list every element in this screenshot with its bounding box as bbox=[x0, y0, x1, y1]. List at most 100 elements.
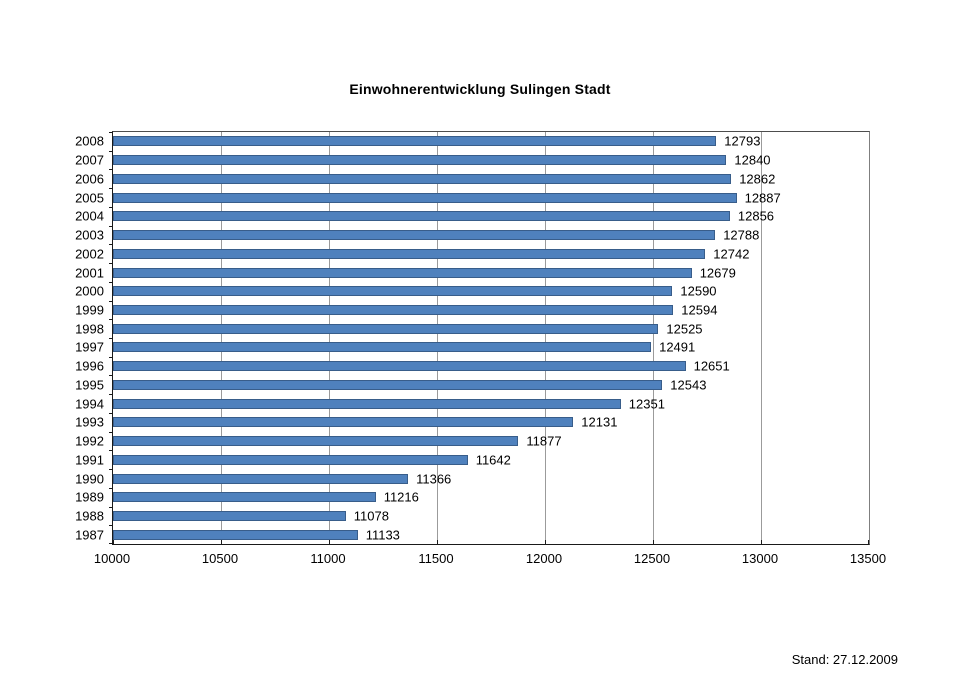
bar bbox=[113, 136, 717, 147]
x-axis-tick-label: 11500 bbox=[418, 551, 454, 566]
y-axis-label: 1998 bbox=[75, 321, 104, 337]
bar bbox=[113, 492, 376, 503]
x-axis-tick bbox=[868, 540, 869, 544]
bar-value-label: 12742 bbox=[713, 246, 750, 262]
bar bbox=[113, 379, 663, 390]
y-axis-label: 2001 bbox=[75, 265, 104, 280]
y-axis-label: 2000 bbox=[75, 283, 104, 299]
plot-area: 12793 2008 12840 2007 12862 2006 12887 2005 1285… bbox=[75, 131, 870, 545]
y-axis-tick bbox=[109, 394, 113, 395]
bar bbox=[113, 454, 468, 465]
y-axis-label: 1987 bbox=[75, 527, 104, 543]
bar-value-label: 11877 bbox=[526, 433, 562, 449]
bar-value-label: 12679 bbox=[699, 265, 736, 280]
bar-value-label: 12491 bbox=[659, 339, 696, 355]
bar-value-label: 12351 bbox=[628, 396, 665, 411]
y-axis-tick bbox=[109, 244, 113, 245]
y-axis-tick bbox=[109, 226, 113, 227]
x-axis-tick-label: 12500 bbox=[633, 551, 671, 566]
x-axis-tick bbox=[113, 540, 114, 544]
y-axis-label: 1999 bbox=[75, 302, 104, 318]
bar-value-label: 11216 bbox=[383, 489, 419, 505]
y-axis-label: 1995 bbox=[75, 377, 104, 393]
y-axis-label: 2007 bbox=[75, 152, 104, 168]
y-axis-tick bbox=[109, 375, 113, 376]
bar-value-label: 11078 bbox=[353, 508, 389, 524]
bar-value-label: 12788 bbox=[723, 227, 760, 243]
y-axis-tick bbox=[109, 132, 113, 133]
bar-value-label: 11133 bbox=[365, 527, 400, 543]
footer-stand: Stand: 27.12.2009 bbox=[791, 652, 898, 667]
bar-value-label: 12525 bbox=[666, 321, 703, 337]
y-axis-label: 1990 bbox=[75, 471, 104, 486]
bar bbox=[113, 267, 692, 278]
x-axis-tick-label: 10000 bbox=[93, 551, 131, 566]
y-axis-label: 1993 bbox=[75, 414, 104, 430]
y-axis-label: 2008 bbox=[75, 133, 104, 149]
gridline bbox=[761, 132, 762, 544]
bar bbox=[113, 230, 716, 240]
y-axis-label: 1992 bbox=[75, 433, 104, 449]
y-axis-tick bbox=[109, 319, 113, 320]
y-axis-label: 1996 bbox=[75, 358, 104, 374]
gridline bbox=[653, 132, 654, 544]
y-axis-label: 1994 bbox=[75, 396, 104, 411]
y-axis-tick bbox=[109, 450, 113, 451]
bar-value-label: 12131 bbox=[581, 414, 618, 430]
y-axis-tick bbox=[109, 413, 113, 414]
y-axis-tick bbox=[109, 207, 113, 208]
bar bbox=[113, 155, 727, 166]
bar-value-label: 11642 bbox=[475, 452, 511, 468]
x-axis-tick-label: 10500 bbox=[201, 551, 239, 566]
y-axis-tick bbox=[109, 488, 113, 489]
bar-value-label: 12840 bbox=[734, 152, 771, 168]
x-axis-tick bbox=[329, 540, 330, 544]
bar-value-label: 12793 bbox=[724, 133, 761, 149]
x-axis-labels: 10000 10500 11000 11500 12000 12500 13000 13500 bbox=[94, 551, 886, 567]
y-axis-tick bbox=[109, 169, 113, 170]
bar bbox=[113, 529, 358, 540]
x-axis-tick-label: 13500 bbox=[849, 551, 887, 566]
y-axis-label: 2004 bbox=[75, 208, 104, 224]
chart-title: Einwohnerentwicklung Sulingen Stadt bbox=[349, 81, 611, 97]
bar-value-label: 12594 bbox=[681, 302, 718, 318]
bar-value-label: 12862 bbox=[739, 171, 776, 187]
bar bbox=[113, 417, 574, 428]
x-axis-tick-label: 11000 bbox=[310, 551, 346, 566]
gridline bbox=[329, 132, 330, 544]
bar-value-label: 12590 bbox=[680, 283, 717, 299]
y-axis-label: 2003 bbox=[75, 227, 104, 243]
bar-value-label: 12887 bbox=[744, 190, 781, 205]
gridline bbox=[437, 132, 438, 544]
bar bbox=[113, 398, 621, 409]
y-axis-tick bbox=[109, 469, 113, 470]
y-axis-tick bbox=[109, 301, 113, 302]
gridline bbox=[221, 132, 222, 544]
bar bbox=[113, 342, 652, 353]
y-axis-label: 1997 bbox=[75, 339, 104, 355]
y-axis-tick bbox=[109, 525, 113, 526]
y-axis-label: 1991 bbox=[75, 452, 104, 468]
bar bbox=[113, 248, 706, 259]
y-axis-label: 2006 bbox=[75, 171, 104, 187]
x-axis-tick bbox=[437, 540, 438, 544]
y-axis-tick bbox=[109, 263, 113, 264]
bar bbox=[113, 323, 659, 334]
bar-value-label: 12856 bbox=[737, 208, 775, 224]
y-axis-tick bbox=[109, 543, 113, 544]
y-axis-tick bbox=[109, 282, 113, 283]
y-axis-tick bbox=[109, 357, 113, 358]
y-axis-tick bbox=[109, 338, 113, 339]
y-axis-tick bbox=[109, 432, 113, 433]
x-axis-tick bbox=[221, 540, 222, 544]
y-axis-tick bbox=[109, 151, 113, 152]
bar-value-label: 12543 bbox=[670, 377, 707, 393]
bar bbox=[113, 304, 674, 315]
y-axis-tick bbox=[109, 188, 113, 189]
bar bbox=[113, 211, 730, 222]
y-axis-label: 1989 bbox=[75, 489, 104, 505]
x-axis-tick-label: 13000 bbox=[741, 551, 779, 566]
bar-value-label: 11366 bbox=[416, 471, 452, 486]
bar bbox=[113, 436, 519, 446]
bar bbox=[113, 192, 737, 203]
